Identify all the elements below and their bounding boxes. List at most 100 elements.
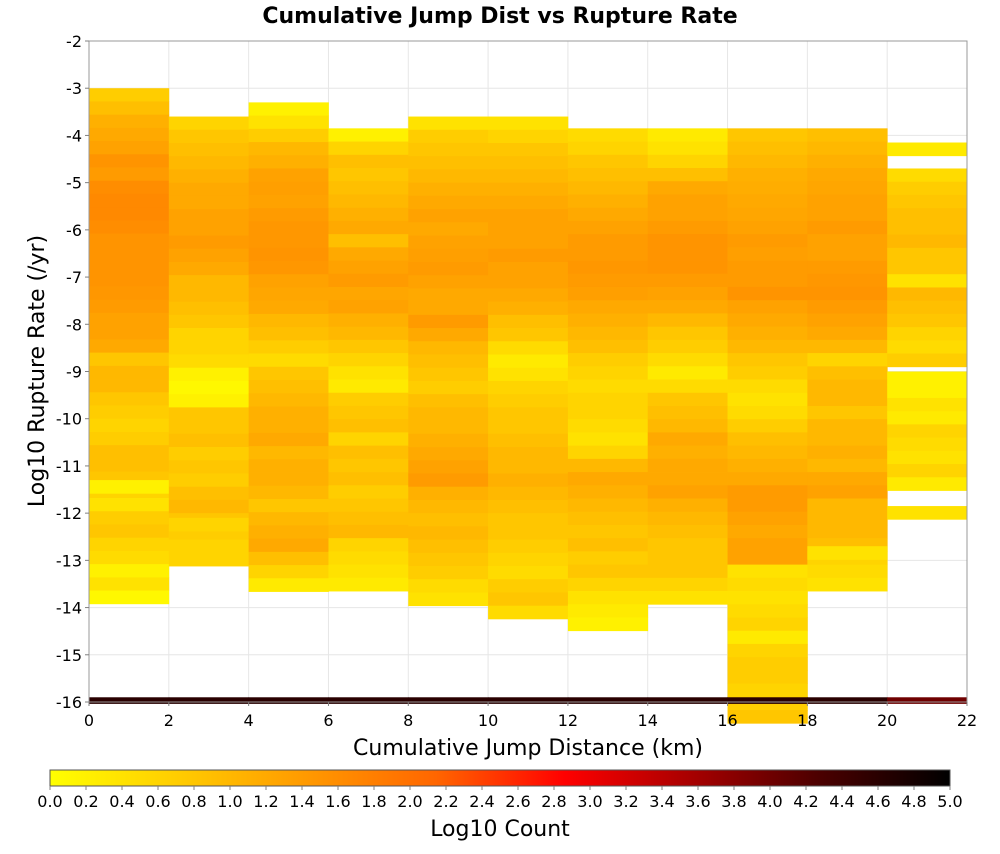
heatmap-cell [328,220,409,235]
heatmap-cell [248,512,329,526]
x-tick-label: 6 [323,711,333,730]
heatmap-cell [567,379,649,394]
heatmap-cell [727,591,808,605]
heatmap-cell [807,392,888,407]
heatmap-cell [887,300,968,315]
heatmap-cell [248,234,329,249]
heatmap-cell [89,101,170,116]
x-tick-label: 16 [717,711,737,730]
heatmap-cell [168,394,250,408]
heatmap-cell [248,261,329,275]
heatmap-cell [248,142,329,156]
heatmap-cell [567,260,649,275]
heatmap-cell [807,498,888,513]
heatmap-cell [408,195,489,210]
heatmap-cell [488,341,569,355]
colorbar-ticks: 0.0 0.2 0.4 0.6 0.8 1.0 1.2 1.4 1.6 1.8 2.0 2.2 2.4 2… [37,786,963,811]
heatmap-cell [248,472,329,487]
colorbar-tick-label: 5.0 [937,792,962,811]
y-tick-label: -15 [56,646,82,665]
heatmap-cell [647,511,728,526]
heatmap-cell [887,424,968,438]
heatmap-cell [248,128,329,143]
heatmap-cell [168,380,250,395]
heatmap-cell [89,246,170,261]
y-tick-label: -3 [66,79,82,98]
heatmap-cell [248,221,329,235]
heatmap-cell [328,313,409,328]
heatmap-cell [647,564,728,579]
heatmap-cell [567,273,649,288]
heatmap-cell [488,235,569,250]
heatmap-cell [488,354,569,369]
heatmap-cell [727,326,808,341]
heatmap-cell [328,524,409,539]
heatmap-cell [807,405,888,420]
heatmap-cell [807,472,888,486]
heatmap-cell [328,247,409,261]
heatmap-cell [807,379,888,394]
heatmap-cell [488,592,569,607]
heatmap-cell [567,551,649,566]
heatmap-cell [248,340,329,354]
heatmap-cell [328,260,409,275]
x-axis-ticks: 0 2 4 6 8 10 12 14 16 18 20 22 [84,702,977,730]
heatmap-cell [408,314,489,329]
colorbar-tick-label: 2.2 [433,792,458,811]
heatmap-cell [727,577,808,592]
heatmap-cell [647,168,728,182]
heatmap-cell [408,380,489,395]
heatmap-cell [328,366,409,380]
heatmap-cell [168,552,250,567]
heatmap-cell [727,524,808,539]
heatmap-cell [168,261,250,276]
heatmap-cell [727,683,808,698]
heatmap-cell [89,114,170,129]
heatmap-cell [647,326,728,341]
heatmap-cell [89,697,170,704]
heatmap-cell [168,288,250,303]
heatmap-cell [887,697,968,704]
heatmap-cell [887,371,968,386]
heatmap-cell [887,397,968,412]
heatmap-cell [807,207,888,222]
heatmap-cell [89,524,170,539]
heatmap-cell [328,498,409,513]
heatmap-cell [248,432,329,447]
heatmap-cell [887,477,968,491]
heatmap-cell [408,275,489,289]
heatmap-cell [727,366,808,380]
heatmap-cell [408,222,489,236]
heatmap-cell [488,460,569,474]
heatmap-cell [488,513,569,527]
heatmap-cell [168,486,250,501]
heatmap-cell [89,339,170,354]
heatmap-cell [727,511,808,526]
heatmap-cell [727,207,808,222]
heatmap-cell [647,697,728,704]
heatmap-cell [488,486,569,501]
heatmap-cell [89,127,170,142]
y-axis-label: Log10 Rupture Rate (/yr) [25,235,50,507]
heatmap-cell [567,538,649,552]
heatmap-cell [807,194,888,209]
heatmap-cell [887,274,968,288]
heatmap-cell [567,234,649,248]
heatmap-cell [647,247,728,261]
heatmap-cell [328,697,409,704]
heatmap-cell [89,141,170,155]
heatmap-cell [408,592,489,607]
heatmap-cell [887,313,968,328]
heatmap-cell [328,168,409,182]
heatmap-cell [408,209,489,223]
heatmap-cell [89,167,170,182]
heatmap-cell [89,418,170,433]
heatmap-cell [328,577,409,592]
heatmap-cell [647,498,728,513]
heatmap-cell [168,367,250,382]
heatmap-cell [647,300,728,314]
heatmap-cell [408,288,489,303]
heatmap-cell [727,472,808,486]
heatmap-cell [807,458,888,473]
x-tick-label: 4 [244,711,254,730]
